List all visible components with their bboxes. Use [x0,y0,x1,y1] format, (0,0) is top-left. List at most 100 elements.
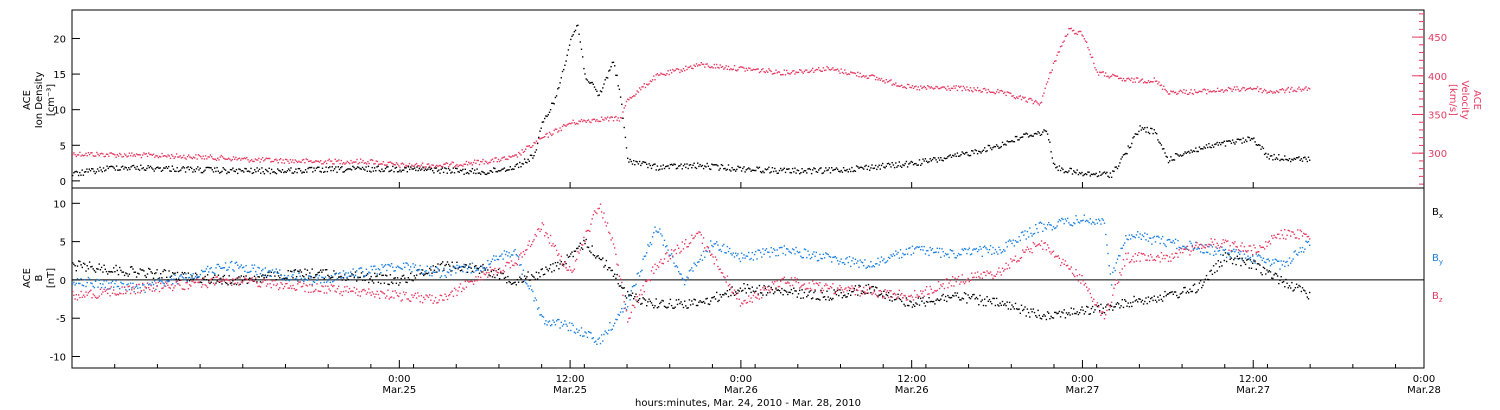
data-point [88,153,91,156]
data-point [772,292,775,295]
data-point [859,72,861,75]
data-point [615,253,617,256]
data-point [545,320,547,322]
data-point [961,248,963,250]
data-point [979,245,981,248]
data-point [574,332,577,334]
data-point [250,270,252,272]
data-point [554,244,557,247]
data-point [472,271,475,273]
data-point [304,268,306,270]
data-point [642,285,644,287]
data-point [831,167,833,169]
data-point [1266,269,1268,271]
data-point [669,164,672,166]
data-point [598,94,600,96]
data-point [726,290,729,292]
data-point [1016,241,1018,243]
data-point [1247,88,1249,90]
data-point [1045,83,1048,85]
data-point [724,292,726,294]
data-point [388,298,390,300]
data-point [1071,173,1074,175]
data-point [187,272,190,274]
data-point [491,276,494,278]
data-point [1039,317,1042,319]
data-point [333,285,335,287]
data-point [439,164,441,167]
data-point [131,266,133,268]
data-point [1263,153,1266,156]
data-point [803,248,806,250]
data-point [1267,153,1269,155]
data-point [526,248,528,251]
data-point [816,68,819,71]
data-point [784,171,787,174]
data-point [197,154,200,156]
data-point [142,282,144,285]
data-point [832,169,834,172]
data-point [1065,220,1068,222]
data-point [716,63,718,66]
data-point [264,274,266,276]
data-point [362,279,364,281]
data-point [710,240,712,242]
data-point [1106,75,1108,78]
data-point [1172,240,1174,242]
data-point [820,289,822,292]
data-point [691,234,693,236]
data-point [87,152,90,154]
data-point [559,259,561,261]
data-point [362,289,364,291]
data-point [904,295,906,297]
data-point [589,331,591,334]
data-point [547,321,549,323]
data-point [656,231,659,233]
data-point [646,280,648,283]
data-point [1083,38,1085,40]
data-point [1052,162,1055,164]
data-point [859,166,861,169]
data-point [200,286,203,288]
data-point [1176,153,1178,155]
data-point [661,73,663,75]
data-point [90,266,92,268]
data-point [749,258,751,261]
data-point [94,172,96,175]
data-point [259,286,262,288]
data-point [878,294,880,296]
data-point [1064,170,1067,173]
data-point [1215,253,1217,255]
data-point [901,166,903,168]
data-point [743,166,745,168]
data-point [1163,242,1165,245]
data-point [1177,239,1179,242]
data-point [438,270,440,272]
data-point [577,24,579,26]
data-point [418,268,420,271]
data-point [619,278,622,280]
data-point [618,120,621,122]
data-point [759,251,762,254]
data-point [211,156,213,158]
data-point [867,265,870,267]
data-point [1078,172,1081,174]
data-point [1069,224,1071,226]
data-point [820,70,822,72]
data-point [1258,144,1260,146]
data-point [727,250,730,253]
data-point [1010,92,1012,95]
data-point [304,290,306,293]
y-tick-label: 10 [53,199,66,210]
data-point [636,273,638,275]
data-point [1022,136,1024,138]
data-point [1301,88,1304,90]
data-point [975,149,978,152]
data-point [156,269,158,271]
data-point [809,70,812,73]
data-point [300,161,302,163]
data-point [222,275,224,278]
data-point [519,152,521,155]
data-point [310,275,312,278]
